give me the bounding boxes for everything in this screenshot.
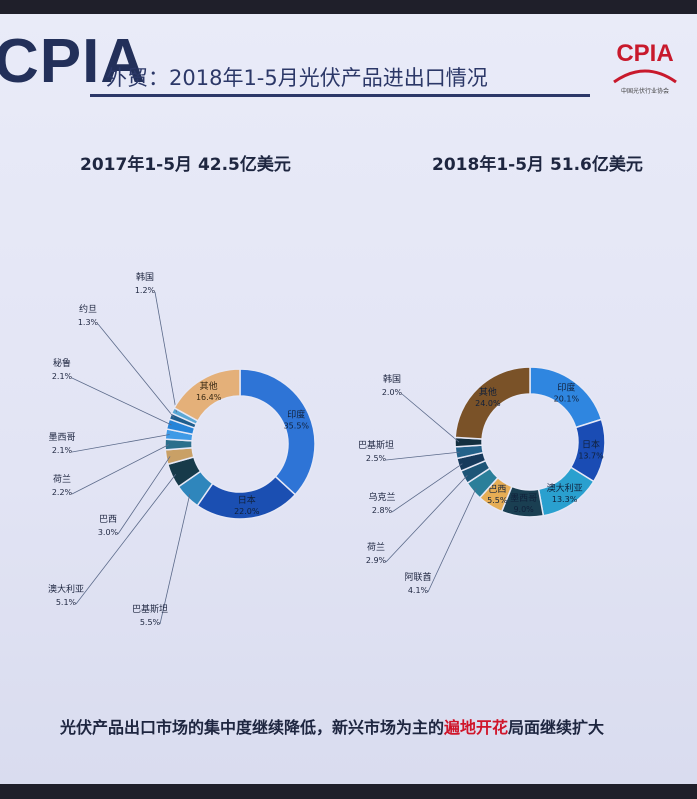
leader-line <box>71 444 170 495</box>
slice-name-label: 约旦 <box>79 303 97 315</box>
slice-value-label: 3.0% <box>98 528 119 537</box>
footer-highlight: 遍地开花 <box>444 718 509 737</box>
slice-value-label: 1.2% <box>135 286 156 295</box>
leader-line <box>75 473 177 605</box>
slice-name-label: 澳大利亚 <box>547 482 583 494</box>
donut-charts: 印度35.5%日本22.0%巴基斯坦5.5%澳大利亚5.1%巴西3.0%荷兰2.… <box>48 271 606 627</box>
leader-line <box>71 434 170 453</box>
slice-name-label: 墨西哥 <box>510 493 537 504</box>
slice-value-label: 2.8% <box>372 506 393 515</box>
slice-0-0 <box>239 368 316 496</box>
slice-name-label: 日本 <box>582 439 600 451</box>
slice-value-label: 2.1% <box>52 372 73 381</box>
slice-name-label: 荷兰 <box>367 541 385 553</box>
slice-name-label: 荷兰 <box>53 473 71 485</box>
slice-name-label: 印度 <box>557 381 575 393</box>
slice-name-label: 其他 <box>479 386 497 398</box>
slice-name-label: 印度 <box>287 408 305 420</box>
page-title: 外贸：2018年1-5月光伏产品进出口情况 <box>106 66 488 90</box>
slice-name-label: 阿联酋 <box>404 571 431 583</box>
slice-value-label: 1.3% <box>78 318 99 327</box>
leader-line <box>391 463 463 513</box>
slice-name-label: 韩国 <box>136 271 154 283</box>
slice-value-label: 9.0% <box>513 505 534 514</box>
brand-title: CPIA <box>0 27 147 96</box>
slice-value-label: 2.1% <box>52 446 73 455</box>
slice-0-10 <box>173 368 241 422</box>
slice-value-label: 35.5% <box>284 421 310 430</box>
slice-value-label: 24.0% <box>475 399 501 408</box>
slice-name-label: 秘鲁 <box>53 357 71 369</box>
leader-line <box>385 451 460 461</box>
leader-line <box>97 323 175 418</box>
slice-value-label: 22.0% <box>234 507 260 516</box>
slice-name-label: 巴基斯坦 <box>132 603 168 615</box>
cpia-logo: CPIA 中国光伏行业协会 <box>606 40 684 104</box>
slice-1-10 <box>454 366 531 440</box>
slice-value-label: 2.9% <box>366 556 387 565</box>
footer-conclusion: 光伏产品出口市场的集中度继续降低，新兴市场为主的遍地开花局面继续扩大 <box>60 714 660 738</box>
slice-name-label: 其他 <box>200 380 218 392</box>
slice-value-label: 16.4% <box>196 393 222 402</box>
slice-value-label: 2.0% <box>382 388 403 397</box>
slice-name-label: 巴西 <box>488 484 506 495</box>
leader-line <box>117 456 171 535</box>
footer-text-before: 光伏产品出口市场的集中度继续降低，新兴市场为主的 <box>60 718 445 737</box>
leader-line <box>71 377 172 426</box>
slice-name-label: 韩国 <box>383 373 401 385</box>
footer-text-after: 局面继续扩大 <box>508 718 605 737</box>
slide: CPIA 外贸：2018年1-5月光伏产品进出口情况 CPIA 中国光伏行业协会… <box>0 14 697 784</box>
slice-value-label: 5.5% <box>140 618 161 627</box>
slice-name-label: 澳大利亚 <box>48 583 84 595</box>
slice-name-label: 巴基斯坦 <box>358 439 394 451</box>
leader-line <box>427 488 477 593</box>
logo-subtext: 中国光伏行业协会 <box>620 88 669 95</box>
logo-text: CPIA <box>616 40 674 67</box>
slice-value-label: 13.7% <box>578 452 604 461</box>
slice-value-label: 20.1% <box>554 394 580 403</box>
slice-value-label: 13.3% <box>552 495 578 504</box>
leader-line <box>154 291 177 413</box>
slice-value-label: 4.1% <box>408 586 429 595</box>
slice-name-label: 乌克兰 <box>368 491 395 503</box>
leader-line <box>159 494 191 625</box>
logo-arc-icon <box>613 69 677 84</box>
leader-line <box>401 393 460 443</box>
slice-value-label: 2.2% <box>52 488 73 497</box>
chart-title-2017: 2017年1-5月 42.5亿美元 <box>80 155 291 175</box>
title-underline <box>90 94 590 97</box>
chart-title-2018: 2018年1-5月 51.6亿美元 <box>432 155 643 175</box>
slice-name-label: 日本 <box>238 494 256 506</box>
slice-name-label: 巴西 <box>99 514 117 525</box>
slide-header: CPIA 外贸：2018年1-5月光伏产品进出口情况 CPIA 中国光伏行业协会 <box>0 14 697 124</box>
slice-value-label: 5.1% <box>56 598 77 607</box>
slice-value-label: 2.5% <box>366 454 387 463</box>
slice-name-label: 墨西哥 <box>48 432 75 443</box>
slice-value-label: 5.5% <box>487 496 508 505</box>
leader-line <box>385 475 468 563</box>
